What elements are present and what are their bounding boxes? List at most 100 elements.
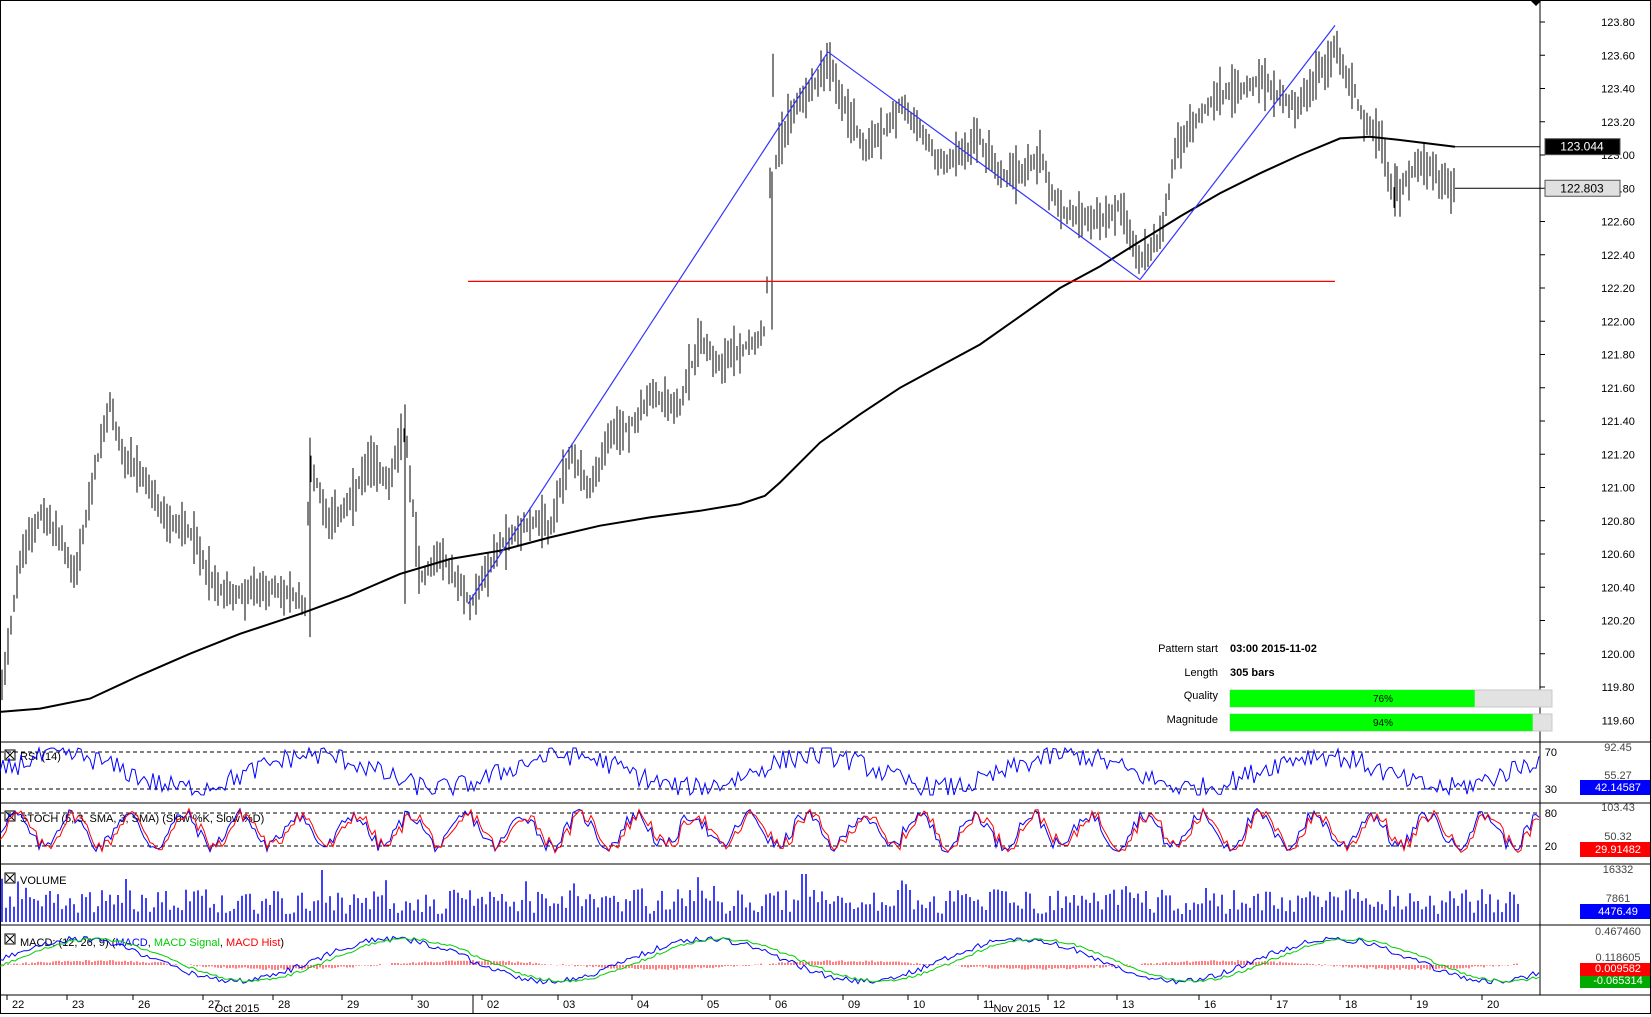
rsi-level-70: 70 [1545,747,1557,759]
moving-average [0,135,1540,713]
macd-scale-top: 0.467460 [1595,926,1641,938]
length-label: Length [1184,667,1218,679]
stoch-value: 29.91482 [1595,844,1641,856]
panel-close-icon-x [5,934,15,944]
stoch-d-line [0,807,1540,854]
x-day-label: 18 [1345,999,1357,1011]
rsi-scale-top: 92.45 [1604,742,1632,754]
x-day-label: 04 [637,999,649,1011]
x-day-label: 16 [1204,999,1216,1011]
y-tick-label: 123.80 [1601,17,1635,29]
ma-value-label: 123.044 [1560,140,1604,154]
ma-line [0,135,1456,713]
x-day-label: 09 [848,999,860,1011]
x-day-label: 11 [983,999,994,1011]
x-day-label: 12 [1053,999,1065,1011]
macd-title: MACD: (12, 26, 9) (MACD, MACD Signal, MA… [20,937,284,949]
macd-panel: MACD: (12, 26, 9) (MACD, MACD Signal, MA… [0,926,1650,988]
stoch-value-box [1580,842,1650,857]
pattern-info: Pattern start 03:00 2015-11-02 Length 30… [1158,643,1553,732]
price-axis: 123.80123.60123.40123.20123.00122.80122.… [1540,17,1635,727]
scroll-indicator [1530,0,1542,6]
rsi-scale-mid: 55.27 [1604,770,1632,782]
quality-label: Quality [1184,690,1219,702]
y-tick-label: 123.60 [1601,50,1635,62]
y-tick-label: 121.00 [1601,483,1635,495]
quality-bar-fill [1230,690,1475,707]
macd-line [0,935,1540,985]
x-day-label: 19 [1416,999,1428,1011]
pattern-start-label: Pattern start [1158,643,1218,655]
macd-value-hist: -0.065314 [1593,975,1643,987]
y-tick-label: 122.20 [1601,283,1635,295]
magnitude-bar-fill [1230,714,1533,731]
macd-title-signal: MACD Signal [154,937,220,949]
x-day-label: 23 [72,999,84,1011]
stoch-scale-mid: 50.32 [1604,831,1632,843]
pattern-line [1139,24,1336,281]
rsi-level-30: 30 [1545,784,1557,796]
macd-signal-line [0,937,1540,983]
x-day-label: 10 [913,999,925,1011]
x-day-label: 05 [707,999,719,1011]
y-tick-label: 122.00 [1601,316,1635,328]
length-value: 305 bars [1230,667,1275,679]
y-tick-label: 123.40 [1601,84,1635,96]
ma-value-label-box [1544,138,1621,156]
macd-scale-mid: 0.118605 [1595,952,1640,964]
magnitude-value: 94% [1373,718,1393,729]
y-tick-label: 121.20 [1601,449,1635,461]
macd-title-macd: MACD [115,937,147,949]
y-tick-label: 119.80 [1602,682,1635,694]
volume-scale-top: 16332 [1603,864,1634,876]
stoch-panel: STOCH (5, 3, SMA, 3, SMA) (Slow %K, Slow… [0,802,1650,857]
y-tick-label: 120.00 [1601,649,1635,661]
time-axis: 22 23 26 27 28 29 30 02 03 04 05 06 09 10 11 12 13 16 17 18… [6,995,1499,1015]
macd-hist-box [1580,976,1650,988]
volume-value: 4476.49 [1598,906,1638,918]
stoch-k-line [0,807,1540,854]
stoch-level-20: 20 [1545,841,1557,853]
y-tick-label: 121.60 [1601,383,1635,395]
macd-signal-box [1580,963,1650,976]
x-day-label: 27 [208,999,220,1011]
volume-scale-mid: 7861 [1606,893,1630,905]
x-day-label: 26 [138,999,150,1011]
y-tick-label: 122.40 [1601,250,1635,262]
macd-title-sep2: , [220,937,226,949]
x-day-label: 17 [1276,999,1288,1011]
rsi-value: 42.14587 [1595,782,1641,794]
y-tick-label: 121.40 [1601,416,1635,428]
rsi-title: RSI (14) [20,751,61,763]
x-day-label: 20 [1487,999,1499,1011]
x-day-label: 06 [775,999,787,1011]
rsi-line [0,746,1540,797]
macd-value-signal: 0.009582 [1595,963,1641,975]
pattern-start-value: 03:00 2015-11-02 [1230,643,1317,655]
y-tick-label: 120.40 [1601,582,1635,594]
stoch-scale-top: 103.43 [1601,802,1635,814]
pattern-line [827,51,1141,281]
y-tick-label: 120.80 [1601,516,1635,528]
pattern-lines [467,24,1336,605]
y-tick-label: 120.20 [1601,616,1635,628]
macd-title-hist: MACD Hist [226,937,280,949]
y-tick-label: 122.60 [1601,217,1635,229]
x-day-label: 29 [347,999,359,1011]
x-day-label: 03 [563,999,575,1011]
x-day-label: 13 [1122,999,1134,1011]
y-tick-label: 121.80 [1601,350,1635,362]
x-day-label: 22 [12,999,24,1011]
stoch-level-80: 80 [1545,808,1557,820]
rsi-panel: RSI (14) 70 30 92.45 55.27 42.14587 [0,742,1650,797]
volume-panel: VOLUME 16332 7861 4476.49 [1,864,1650,922]
x-day-label: 28 [278,999,290,1011]
x-day-label: 02 [487,999,499,1011]
x-day-label: 30 [417,999,429,1011]
stoch-title: STOCH (5, 3, SMA, 3, SMA) (Slow %K, Slow… [20,813,264,825]
last-price-label-box [1544,179,1621,197]
y-tick-label: 120.60 [1601,549,1635,561]
